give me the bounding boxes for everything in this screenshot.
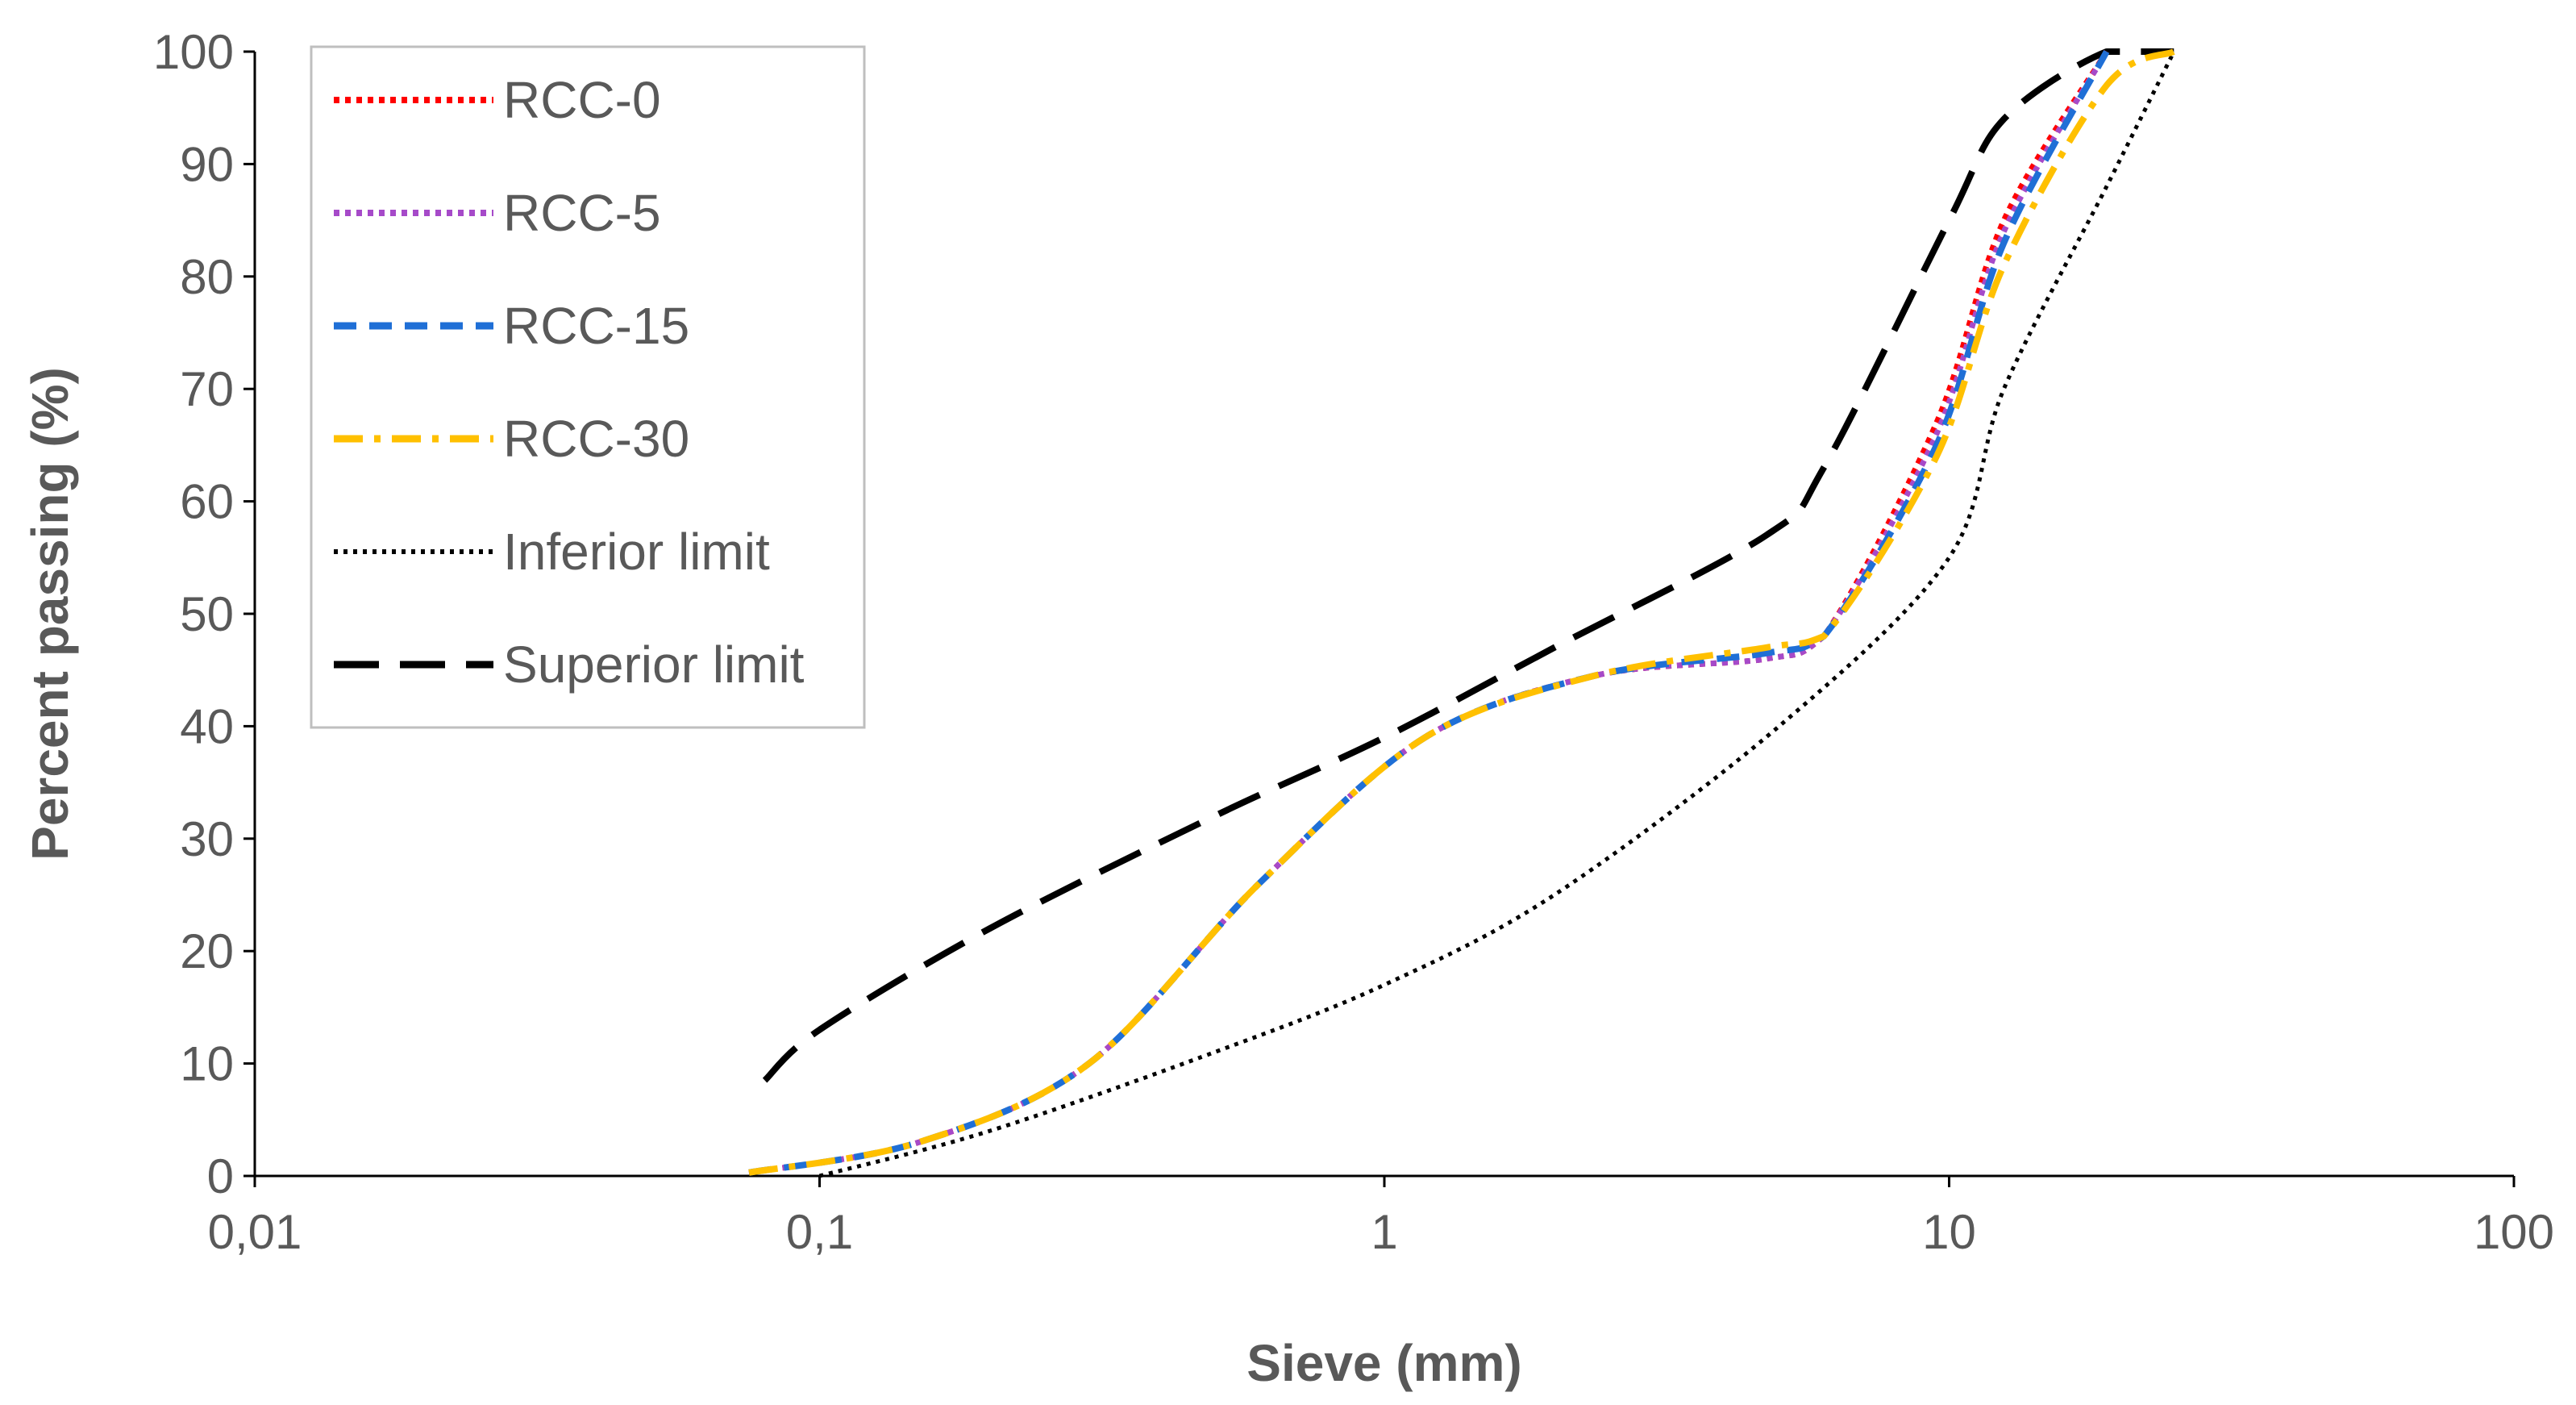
legend: RCC-0 RCC-5 RCC-15 RCC-30 Inferior limit Supe… bbox=[310, 45, 866, 729]
y-tick-label: 100 bbox=[153, 25, 234, 79]
x-tick-label: 0,1 bbox=[786, 1205, 853, 1259]
series-line-superior-limit bbox=[762, 48, 2174, 1083]
legend-label: Superior limit bbox=[503, 636, 805, 694]
x-axis-title: Sieve (mm) bbox=[1246, 1334, 1521, 1392]
y-tick-label: 80 bbox=[180, 250, 234, 304]
x-tick-label: 100 bbox=[2474, 1205, 2554, 1259]
series-line-rcc-30 bbox=[748, 48, 2176, 1176]
legend-label: RCC-0 bbox=[503, 71, 661, 129]
axes bbox=[243, 50, 2516, 1187]
series-layer bbox=[748, 48, 2176, 1178]
x-tick-label: 0,01 bbox=[208, 1205, 302, 1259]
y-tick-label: 0 bbox=[207, 1149, 234, 1203]
x-tick-label: 1 bbox=[1371, 1205, 1397, 1259]
y-tick-label: 70 bbox=[180, 362, 234, 416]
y-tick-label: 50 bbox=[180, 587, 234, 641]
y-tick-label: 10 bbox=[180, 1037, 234, 1091]
legend-label: RCC-30 bbox=[503, 410, 689, 468]
legend-label: RCC-15 bbox=[503, 297, 689, 355]
y-tick-label: 40 bbox=[180, 699, 234, 753]
tick-labels: 0 10 20 30 40 50 60 70 80 90 100 0,01 0,1 1 10 100 bbox=[153, 25, 2554, 1259]
y-tick-label: 60 bbox=[180, 475, 234, 529]
y-tick-label: 20 bbox=[180, 924, 234, 978]
legend-label: RCC-5 bbox=[503, 184, 661, 242]
x-tick-label: 10 bbox=[1922, 1205, 1976, 1259]
y-tick-label: 90 bbox=[180, 137, 234, 191]
legend-box bbox=[310, 45, 866, 729]
y-tick-label: 30 bbox=[180, 812, 234, 866]
y-axis-title: Percent passing (%) bbox=[21, 367, 79, 861]
series-line-inferior-limit bbox=[818, 50, 2176, 1178]
legend-label: Inferior limit bbox=[503, 523, 770, 581]
